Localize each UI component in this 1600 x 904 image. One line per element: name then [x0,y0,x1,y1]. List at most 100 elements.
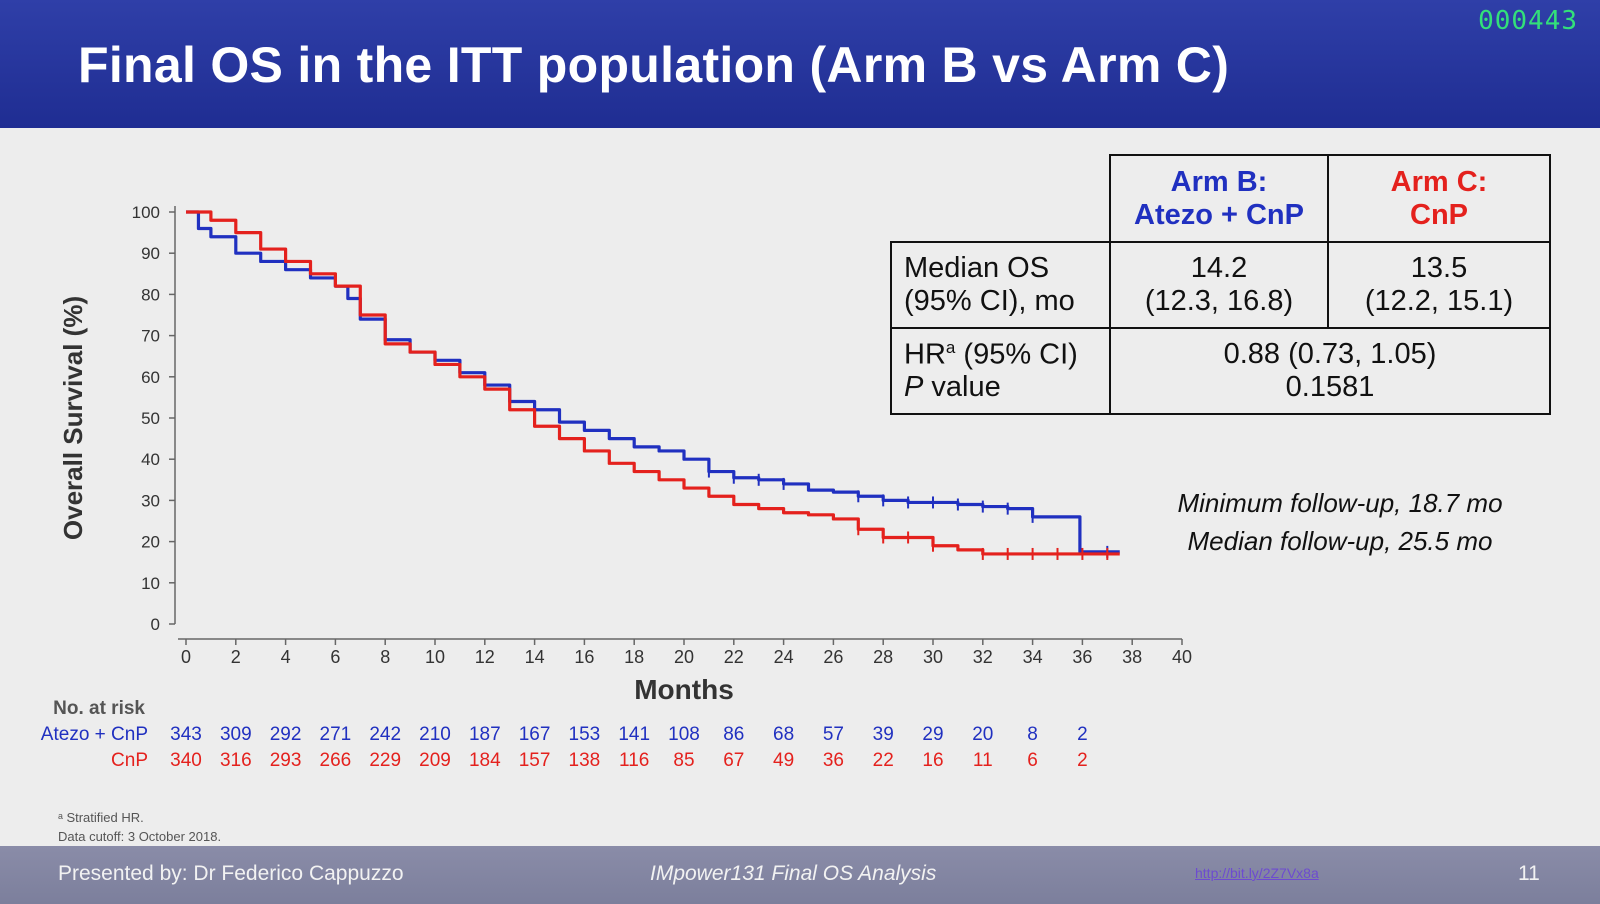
risk-value: 67 [723,750,744,771]
arm-b-median: 14.2 [1190,252,1248,284]
hr-ci-text: (95% CI) [955,338,1078,371]
footnote-cutoff: Data cutoff: 3 October 2018. [58,829,222,844]
x-tick-label: 40 [1172,647,1192,667]
risk-value: 167 [519,724,551,745]
risk-row-label: Atezo + CnP [41,724,148,745]
hr-value-cell: 0.88 (0.73, 1.05) 0.1581 [1109,327,1551,415]
x-tick-label: 0 [181,647,191,667]
risk-value: 16 [922,750,943,771]
results-table: Arm B: Atezo + CnP Arm C: CnP Median OS … [890,154,1551,415]
risk-value: 36 [823,750,844,771]
y-tick-label: 80 [141,285,160,304]
risk-value: 141 [618,724,650,745]
arm-c-header: Arm C: CnP [1327,154,1551,243]
median-followup: Median follow-up, 25.5 mo [1187,526,1493,556]
risk-value: 293 [270,750,302,771]
risk-value: 316 [220,750,252,771]
hr-label: HRa (95% CI) P value [890,327,1111,415]
footer-link[interactable]: http://bit.ly/2Z7Vx8a [1195,865,1319,881]
p-italic: P [904,371,924,404]
risk-value: 2 [1077,724,1088,745]
risk-value: 271 [320,724,352,745]
atezo-cnp-curve [186,210,1120,554]
risk-value: 209 [419,750,451,771]
x-tick-label: 24 [774,647,794,667]
risk-value: 11 [973,750,993,771]
arm-b-header-line1: Arm B: [1170,165,1268,198]
risk-value: 85 [673,750,694,771]
risk-value: 138 [569,750,601,771]
risk-value: 210 [419,724,451,745]
risk-value: 86 [723,724,744,745]
x-tick-label: 6 [330,647,340,667]
hr-superscript: a [945,337,956,357]
y-tick-label: 0 [151,615,160,634]
x-tick-label: 8 [380,647,390,667]
arm-b-ci: (12.3, 16.8) [1144,285,1294,317]
chart-curves [186,210,1120,560]
arm-c-header-line2: CnP [1410,198,1468,231]
arm-b-median-cell: 14.2 (12.3, 16.8) [1109,241,1329,329]
x-tick-label: 34 [1023,647,1043,667]
x-tick-label: 20 [674,647,694,667]
x-tick-label: 18 [624,647,644,667]
y-tick-label: 20 [141,533,160,552]
median-os-label: Median OS (95% CI), mo [890,241,1111,329]
risk-value: 266 [320,750,352,771]
risk-value: 242 [369,724,401,745]
x-tick-label: 16 [574,647,594,667]
risk-value: 184 [469,750,501,771]
median-os-label-line2: (95% CI), mo [904,285,1075,317]
study-name: IMpower131 Final OS Analysis [650,862,937,885]
x-tick-label: 36 [1072,647,1092,667]
risk-value: 229 [369,750,401,771]
y-tick-label: 90 [141,244,160,263]
x-tick-label: 4 [281,647,291,667]
x-tick-label: 38 [1122,647,1142,667]
risk-value: 2 [1077,750,1088,771]
hr-row: HRa (95% CI) P value 0.88 (0.73, 1.05) 0… [890,327,1551,415]
risk-value: 157 [519,750,551,771]
minimum-followup: Minimum follow-up, 18.7 mo [1177,488,1503,518]
slide-title: Final OS in the ITT population (Arm B vs… [78,37,1230,93]
y-tick-label: 10 [141,574,160,593]
risk-value: 68 [773,724,794,745]
arm-c-median: 13.5 [1410,252,1468,284]
median-os-row: Median OS (95% CI), mo 14.2 (12.3, 16.8)… [890,241,1551,329]
x-tick-label: 28 [873,647,893,667]
y-tick-label: 60 [141,368,160,387]
risk-row-label: CnP [111,750,148,771]
risk-value: 49 [773,750,794,771]
slide-counter: 000443 [1478,6,1578,36]
risk-value: 6 [1027,750,1038,771]
risk-table-title: No. at risk [53,698,145,719]
x-tick-label: 10 [425,647,445,667]
footnotes: ᵃ Stratified HR. Data cutoff: 3 October … [58,808,221,846]
y-tick-label: 50 [141,409,160,428]
y-tick-label: 100 [132,203,160,222]
x-tick-label: 14 [525,647,545,667]
y-tick-label: 40 [141,450,160,469]
hr-text: HR [904,338,946,371]
x-tick-label: 12 [475,647,495,667]
risk-value: 108 [668,724,700,745]
arm-c-median-cell: 13.5 (12.2, 15.1) [1327,241,1551,329]
risk-value: 153 [569,724,601,745]
arm-c-ci: (12.2, 15.1) [1364,285,1514,317]
arm-b-header: Arm B: Atezo + CnP [1109,154,1329,243]
title-bar: Final OS in the ITT population (Arm B vs… [0,0,1600,128]
x-tick-label: 26 [823,647,843,667]
p-value: 0.1581 [1285,371,1375,403]
x-tick-label: 22 [724,647,744,667]
hr-value: 0.88 (0.73, 1.05) [1223,338,1437,370]
y-tick-label: 70 [141,327,160,346]
risk-value: 39 [873,724,894,745]
median-os-label-line1: Median OS [904,252,1050,284]
risk-value: 29 [922,724,943,745]
risk-value: 292 [270,724,302,745]
hr-label-line1: HRa (95% CI) [904,338,1109,372]
